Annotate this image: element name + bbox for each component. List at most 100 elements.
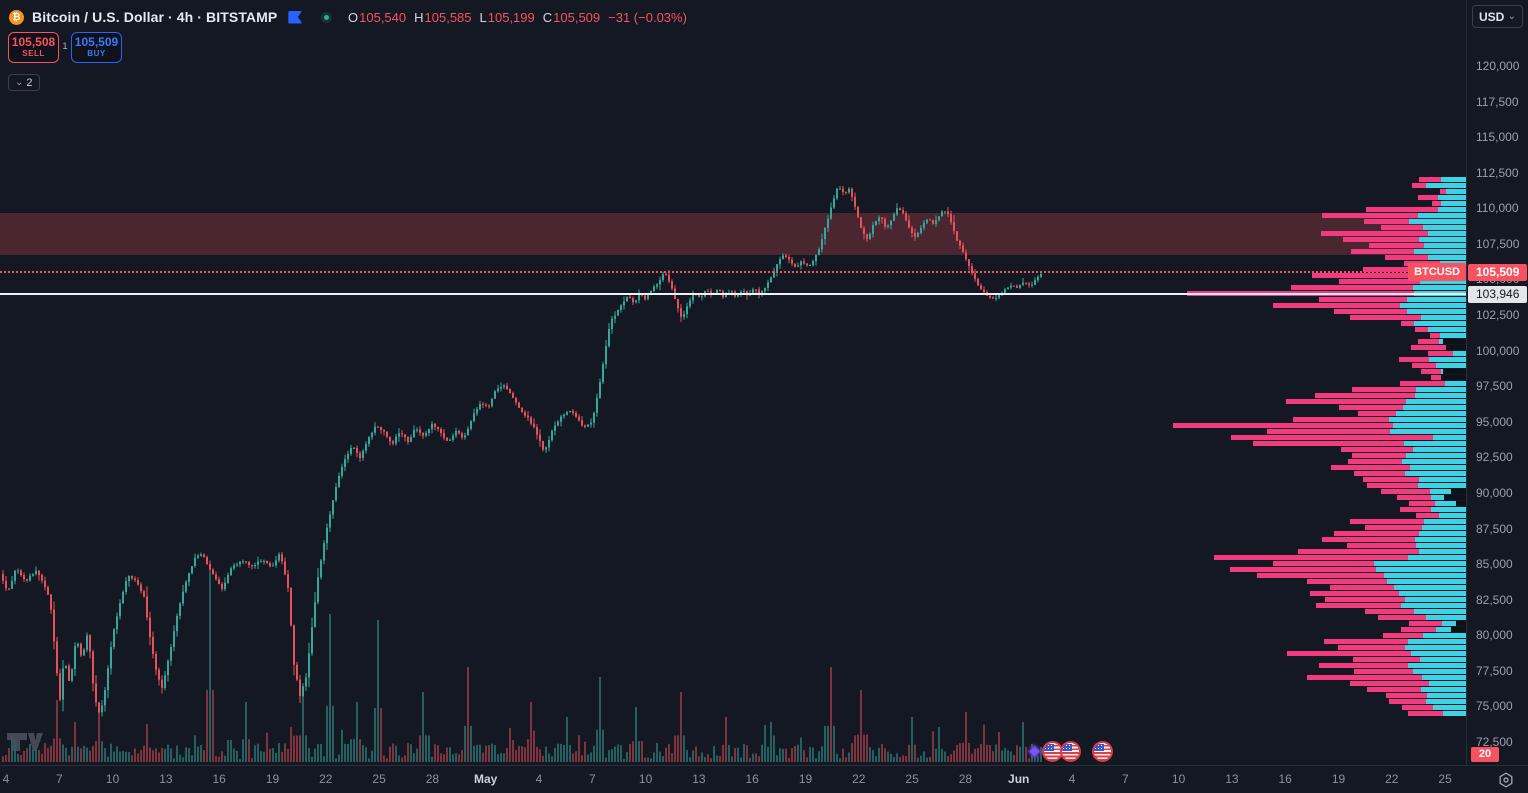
chart-shape bbox=[623, 301, 625, 306]
chart-shape bbox=[260, 559, 262, 562]
time-tick: 16 bbox=[212, 772, 226, 786]
chart-shape bbox=[188, 573, 190, 582]
volume-profile-indicator[interactable] bbox=[0, 0, 1466, 765]
sell-button[interactable]: 105,508 SELL bbox=[8, 32, 59, 63]
chart-shape bbox=[842, 748, 844, 762]
chart-shape bbox=[833, 725, 835, 762]
flag-bookmark-icon[interactable] bbox=[288, 10, 303, 24]
chart-shape bbox=[869, 747, 871, 762]
chart-shape bbox=[929, 218, 931, 221]
chart-shape bbox=[890, 753, 892, 762]
chart-shape bbox=[449, 747, 451, 762]
chart-shape bbox=[458, 754, 460, 762]
chart-shape bbox=[326, 705, 328, 762]
chart-shape bbox=[1025, 282, 1027, 284]
chart-shape bbox=[812, 261, 814, 266]
chart-shape bbox=[377, 425, 379, 428]
chart-shape bbox=[701, 752, 703, 762]
chart-shape bbox=[254, 745, 256, 762]
chart-shape bbox=[854, 196, 856, 207]
chart-shape bbox=[818, 249, 820, 256]
chart-shape bbox=[158, 669, 160, 680]
chart-shape bbox=[593, 745, 595, 762]
supply-zone-rectangle[interactable] bbox=[0, 213, 1466, 255]
chart-shape bbox=[422, 432, 424, 440]
volume-profile-row bbox=[1322, 213, 1466, 218]
chart-shape bbox=[545, 447, 547, 450]
chart-shape bbox=[785, 748, 787, 762]
us-flag-event-icon[interactable] bbox=[1092, 741, 1113, 762]
chart-shape bbox=[608, 328, 610, 347]
chart-shape bbox=[761, 744, 763, 762]
chart-shape bbox=[827, 218, 829, 228]
chart-shape bbox=[488, 405, 490, 407]
chart-shape bbox=[809, 747, 811, 762]
time-axis[interactable]: 4 7 10 13 16 19 22 25 28 May 4 7 10 13 16 19 22 25 28 Jun 4 7… bbox=[0, 765, 1528, 793]
chart-shape bbox=[653, 752, 655, 762]
chart-shape bbox=[689, 300, 691, 307]
chart-shape bbox=[887, 751, 889, 762]
chart-shape bbox=[383, 429, 385, 432]
chart-shape bbox=[509, 728, 511, 762]
chart-shape bbox=[416, 748, 418, 762]
chart-shape bbox=[431, 756, 433, 762]
chart-shape bbox=[1013, 285, 1015, 287]
chart-shape bbox=[101, 741, 103, 762]
chart-shape bbox=[14, 570, 16, 581]
chart-shape bbox=[761, 291, 763, 294]
chart-shape bbox=[716, 290, 718, 294]
chart-shape bbox=[1037, 276, 1039, 281]
chart-shape bbox=[665, 747, 667, 762]
chart-canvas[interactable]: BTCUSD ₿ Bitcoin / U.S. Dollar · 4h · BI… bbox=[0, 0, 1466, 765]
volume-profile-row bbox=[1357, 411, 1466, 416]
legend-row[interactable]: ₿ Bitcoin / U.S. Dollar · 4h · BITSTAMP bbox=[9, 8, 333, 26]
time-tick: 22 bbox=[319, 772, 333, 786]
chart-shape bbox=[587, 754, 589, 762]
chart-shape bbox=[590, 752, 592, 762]
chart-shape bbox=[1019, 284, 1021, 288]
chart-shape bbox=[452, 754, 454, 762]
chart-shape bbox=[707, 754, 709, 762]
chart-shape bbox=[362, 450, 364, 459]
chart-shape bbox=[794, 263, 796, 267]
chart-shape bbox=[503, 753, 505, 762]
volume-profile-row bbox=[1293, 417, 1466, 422]
chart-shape bbox=[278, 554, 280, 561]
price-axis[interactable]: 120,000 117,500 115,000 112,500 110,000 107,5… bbox=[1466, 0, 1528, 765]
buy-button[interactable]: 105,509 BUY bbox=[71, 32, 122, 63]
volume-profile-row bbox=[1399, 381, 1466, 386]
price-tick: 90,000 bbox=[1476, 485, 1513, 500]
chart-shape bbox=[173, 758, 175, 762]
volume-profile-row bbox=[1369, 243, 1466, 248]
currency-selector[interactable]: USD ⌄ bbox=[1472, 5, 1523, 28]
price-tick: 87,500 bbox=[1476, 521, 1513, 536]
chart-shape bbox=[983, 289, 985, 293]
us-flag-event-icon[interactable] bbox=[1060, 741, 1081, 762]
chart-shape bbox=[128, 575, 130, 582]
chart-shape bbox=[599, 677, 601, 762]
object-tree-chip[interactable]: ⌄ 2 bbox=[8, 74, 40, 91]
chart-shape bbox=[260, 561, 262, 563]
chart-shape bbox=[992, 297, 994, 299]
gear-icon[interactable] bbox=[1496, 770, 1516, 790]
chart-shape bbox=[926, 219, 928, 223]
chart-shape bbox=[797, 744, 799, 762]
chart-shape bbox=[572, 410, 574, 413]
horizontal-level-line[interactable] bbox=[0, 293, 1466, 295]
volume-profile-row bbox=[1338, 279, 1466, 284]
chart-shape bbox=[893, 756, 895, 762]
chart-shape bbox=[179, 754, 181, 762]
chevron-down-icon: ⌄ bbox=[15, 77, 24, 88]
chart-shape bbox=[533, 730, 535, 762]
chart-shape bbox=[545, 746, 547, 762]
chart-shape bbox=[155, 748, 157, 762]
chart-shape bbox=[770, 722, 772, 762]
chart-shape bbox=[719, 290, 721, 292]
symbol-title[interactable]: Bitcoin / U.S. Dollar · 4h · BITSTAMP bbox=[32, 9, 278, 25]
chart-shape bbox=[77, 746, 79, 762]
chart-shape bbox=[17, 570, 19, 572]
market-status-icon[interactable] bbox=[321, 11, 333, 23]
chart-shape bbox=[251, 564, 253, 567]
chart-shape bbox=[614, 315, 616, 319]
chart-shape bbox=[119, 751, 121, 762]
